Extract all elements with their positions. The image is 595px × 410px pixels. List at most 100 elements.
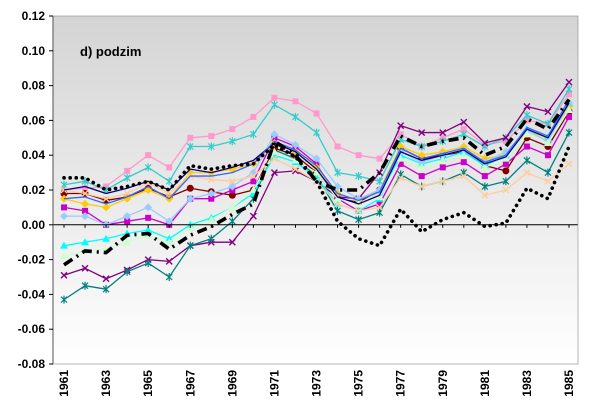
y-tick-label: -0.08 [18,357,46,371]
data-point [228,217,236,226]
data-point [565,78,573,86]
data-point [502,160,509,167]
y-tick-label: -0.02 [18,253,46,267]
data-point [460,118,468,126]
data-point [81,212,90,221]
data-point [144,203,153,212]
data-point [418,173,425,180]
data-point [102,195,110,203]
data-point [543,139,552,147]
data-point [354,194,363,203]
x-axis: 1961 1963 1965 1967 1969 1971 1973 1975 1977 1979… [57,224,576,397]
series-13 [63,102,570,205]
data-point [124,167,131,174]
data-point [186,142,194,151]
data-point [418,129,426,137]
data-point [123,238,132,246]
data-point [481,173,488,180]
data-point [565,85,573,94]
data-point [565,128,573,137]
series-line [63,99,570,205]
data-point [481,182,489,191]
data-point [208,133,215,140]
y-tick-label: -0.04 [18,287,46,301]
data-point [292,98,299,105]
data-point [376,203,384,211]
data-point [144,259,152,268]
series-layer [60,78,573,304]
data-point [566,91,572,98]
data-point [81,264,89,272]
data-point [60,295,68,304]
data-point [376,200,383,207]
x-tick-label: 1963 [99,370,113,397]
data-point [565,160,573,168]
y-tick-label: 0.10 [22,44,46,58]
y-tick-label: 0.04 [22,148,46,162]
data-point [250,178,257,185]
data-point [165,217,174,226]
data-point [355,152,362,159]
data-point [312,168,321,176]
data-point [207,176,215,184]
data-point [418,183,426,191]
data-point [460,126,467,133]
x-tick-label: 1969 [225,370,239,397]
data-point [186,184,194,192]
data-point [123,212,132,221]
data-point [544,177,552,185]
data-point [249,130,257,139]
data-point [523,117,530,124]
data-point [165,257,173,265]
data-point [396,142,405,151]
data-point [270,130,279,139]
data-point [165,189,173,197]
x-tick-label: 1971 [267,370,281,397]
y-tick-label: 0.12 [22,9,46,23]
data-point [355,215,363,224]
data-point [123,267,131,276]
data-point [102,275,110,283]
data-point [376,208,384,217]
data-point [207,142,215,151]
data-point [145,214,152,221]
data-point [333,194,342,202]
data-point [522,130,531,138]
x-tick-label: 1961 [57,370,71,397]
data-point [186,194,195,203]
data-point [334,200,342,208]
data-point [502,177,510,186]
data-point [460,172,468,180]
y-tick-label: -0.06 [18,322,46,336]
data-point [165,273,173,281]
series-1 [63,98,571,267]
data-point [375,192,384,200]
data-point [60,241,68,249]
data-point [207,234,215,243]
data-point [228,203,237,211]
data-point [439,164,446,171]
data-point [417,163,426,171]
data-point [165,238,174,246]
data-point [60,271,68,279]
data-point [228,191,236,199]
data-point [81,238,90,246]
data-point [228,177,236,185]
data-point [544,152,551,159]
data-point [291,165,299,173]
data-point [334,143,341,150]
data-point [376,155,383,162]
x-tick-label: 1981 [478,370,492,397]
panel-label: d) podzim [80,44,141,59]
data-point [249,212,257,220]
data-point [523,111,531,120]
data-point [228,137,236,146]
data-point [270,169,278,177]
data-point [292,112,299,121]
x-tick-label: 1977 [394,370,408,397]
data-point [270,147,279,155]
data-point [81,281,89,290]
y-tick-label: 0.02 [22,183,46,197]
